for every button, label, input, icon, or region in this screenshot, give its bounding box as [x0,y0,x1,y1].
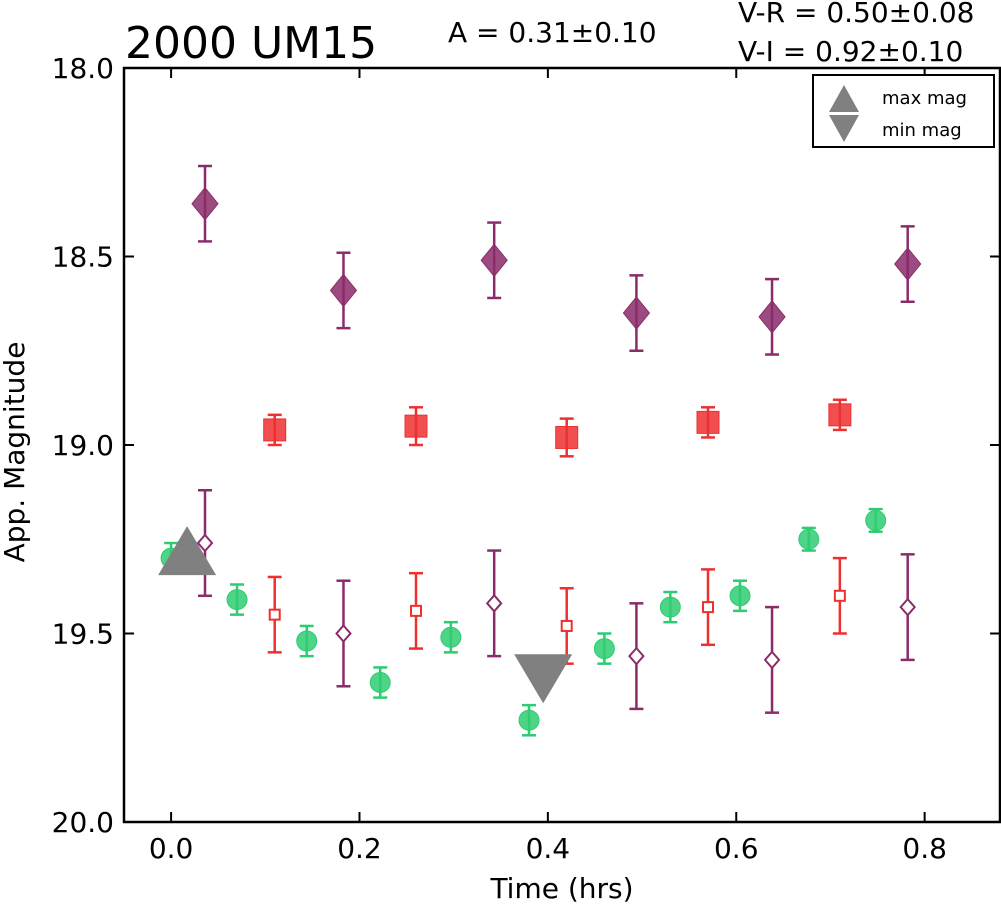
data-point-square [404,414,428,438]
data-point-diamond [485,593,503,613]
data-point-square [410,604,422,617]
data-point-circle [226,589,248,611]
x-tick-label: 0.0 [149,832,194,865]
data-point-diamond [329,273,358,308]
axes: 0.0 0.2 0.4 0.6 0.8 18.0 18.5 19.0 19.5 20.0 [52,52,1000,865]
y-tick-label: 20.0 [52,806,114,839]
data-point-circle [659,596,681,618]
y-tick-label: 19.0 [52,429,114,462]
data-point-diamond [894,247,922,281]
y-tick-label: 18.0 [52,52,114,85]
data-point-square [263,418,287,442]
data-point-circle [296,630,318,652]
data-point-square [702,601,714,614]
data-point-circle [865,509,887,531]
legend-max-mag-marker [829,85,859,112]
data-point-square [560,619,573,632]
x-axis-label: Time (hrs) [489,872,633,904]
legend-min-mag-label: min mag [882,120,962,141]
data-marks [158,164,922,737]
data-point-circle [798,528,820,550]
x-tick-label: 0.6 [714,832,759,865]
data-point-circle [369,672,391,694]
legend-min-mag-marker [829,115,859,142]
data-point-circle [518,709,540,731]
series-diamond-filled [191,164,922,356]
x-tick-label: 0.8 [902,832,947,865]
data-point-circle [729,585,751,607]
chart-title: 2000 UM15 [125,18,377,69]
data-point-square [696,410,720,434]
data-point-diamond [763,650,781,670]
series-diamond-open [196,488,917,714]
legend-max-mag-label: max mag [882,88,967,109]
data-point-diamond [196,533,214,553]
legend: max mag min mag [812,74,995,148]
data-point-diamond [758,300,786,334]
data-point-square [555,425,579,449]
data-point-square [268,608,281,621]
y-tick-label: 19.5 [52,618,114,651]
max-mag-marker [158,526,217,576]
v-i-annotation: V-I = 0.92±0.10 [738,35,963,68]
data-point-square [833,589,846,602]
data-point-diamond [899,597,917,617]
data-point-diamond [622,296,651,330]
data-point-square [828,403,852,427]
x-tick-label: 0.2 [337,832,382,865]
data-point-diamond [335,623,352,644]
min-mag-marker [514,654,573,704]
amplitude-annotation: A = 0.31±0.10 [448,16,657,49]
series-circle-filled [160,507,887,737]
v-r-annotation: V-R = 0.50±0.08 [738,0,974,29]
data-point-circle [593,638,615,660]
data-point-diamond [191,186,219,221]
data-point-diamond [480,243,508,278]
data-point-diamond [628,646,645,666]
x-tick-label: 0.4 [526,832,571,865]
series-square-open [267,556,847,665]
data-point-circle [440,626,462,648]
y-axis-label: App. Magnitude [0,342,31,563]
series-square-filled [263,398,852,458]
y-tick-label: 18.5 [52,241,114,274]
